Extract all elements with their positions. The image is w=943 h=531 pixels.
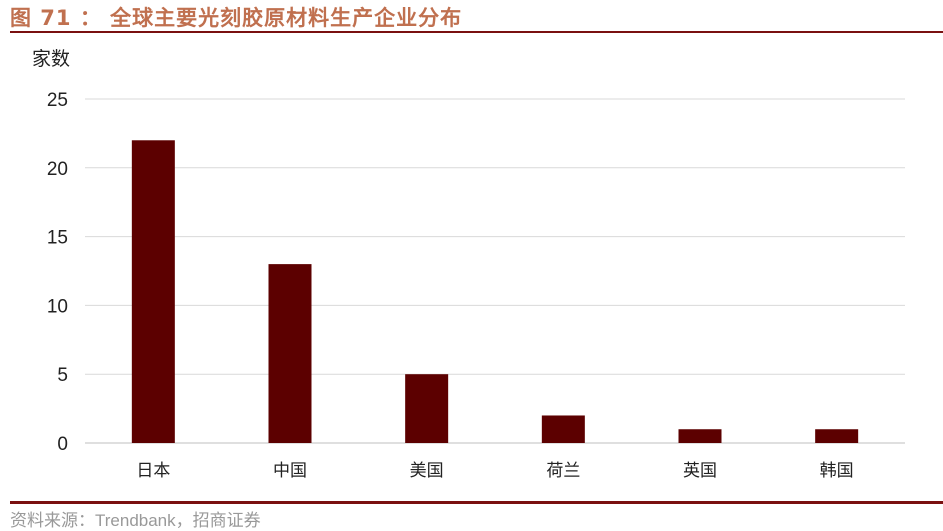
- y-tick-label: 0: [57, 434, 68, 455]
- bar: [131, 140, 175, 443]
- x-tick-label: 日本: [136, 461, 170, 481]
- title-divider: [10, 31, 943, 33]
- y-tick-label: 25: [47, 90, 68, 111]
- bar: [268, 264, 312, 443]
- y-tick-label: 10: [47, 296, 68, 317]
- bar: [541, 415, 585, 443]
- source-note: 资料来源：Trendbank，招商证券: [10, 511, 261, 530]
- bar: [815, 429, 859, 443]
- x-tick-label: 美国: [410, 461, 444, 481]
- y-tick-label: 5: [57, 365, 68, 386]
- y-axis-label: 家数: [32, 48, 71, 70]
- x-tick-label: 中国: [273, 461, 307, 481]
- figure-title: 图 71 ： 全球主要光刻胶原材料生产企业分布: [10, 6, 463, 30]
- y-tick-label: 20: [47, 159, 68, 180]
- footer-divider: [10, 501, 943, 504]
- x-tick-label: 韩国: [820, 461, 854, 481]
- x-tick-label: 英国: [683, 461, 717, 481]
- y-tick-label: 15: [47, 228, 68, 249]
- bar: [405, 374, 449, 443]
- x-tick-label: 荷兰: [546, 461, 580, 481]
- bar: [678, 429, 722, 443]
